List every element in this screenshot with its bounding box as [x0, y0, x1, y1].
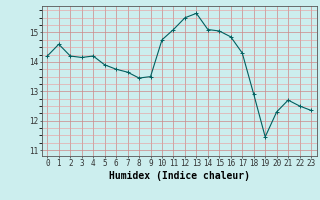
X-axis label: Humidex (Indice chaleur): Humidex (Indice chaleur) [109, 171, 250, 181]
